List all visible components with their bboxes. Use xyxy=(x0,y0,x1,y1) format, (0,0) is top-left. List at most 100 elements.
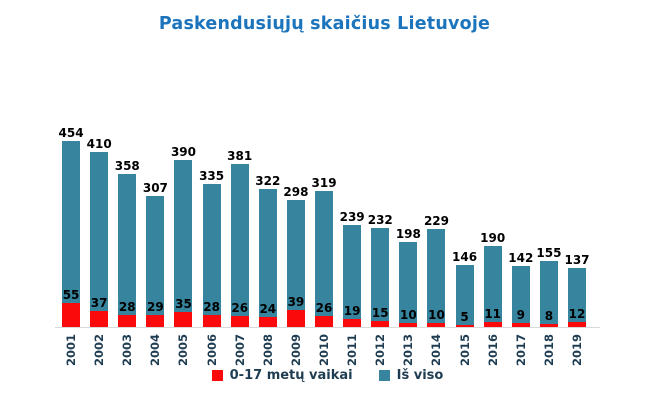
total-value-label: 229 xyxy=(423,214,449,228)
total-value-label: 319 xyxy=(311,176,337,190)
legend-label-children: 0-17 metų vaikai xyxy=(229,368,353,383)
plot-area: 454 55 2001 410 37 2002 358 28 2003 307 29 2004 390 3… xyxy=(57,127,591,366)
total-value-label: 142 xyxy=(508,251,534,265)
total-bar: 10 xyxy=(399,242,418,327)
children-value-label: 12 xyxy=(568,307,586,321)
children-value-label: 8 xyxy=(544,309,554,323)
legend-swatch-teal-icon xyxy=(378,370,390,381)
total-bar: 26 xyxy=(230,164,249,327)
children-bar xyxy=(258,317,277,327)
children-value-label: 35 xyxy=(175,297,192,311)
children-value-label: 55 xyxy=(62,288,80,302)
total-bar: 28 xyxy=(202,184,221,327)
total-bar: 11 xyxy=(483,246,502,327)
children-bar xyxy=(118,315,137,327)
children-bar xyxy=(399,323,418,327)
children-value-label: 5 xyxy=(460,310,469,324)
bar-group-2013: 198 10 2013 xyxy=(394,127,422,366)
axis-year-label: 2005 xyxy=(176,333,191,367)
axis-year-label: 2003 xyxy=(120,333,135,367)
children-value-label: 24 xyxy=(259,302,277,316)
children-value-label: 11 xyxy=(484,307,502,321)
total-bar: 37 xyxy=(90,152,109,327)
children-bar xyxy=(146,315,165,327)
children-bar xyxy=(286,310,305,327)
total-value-label: 190 xyxy=(480,231,506,245)
axis-year-label: 2011 xyxy=(345,333,360,367)
children-bar xyxy=(174,312,193,327)
axis-year-label: 2010 xyxy=(317,333,332,367)
total-value-label: 146 xyxy=(452,250,478,264)
total-bar: 12 xyxy=(568,268,587,327)
total-value-label: 390 xyxy=(170,145,197,159)
children-value-label: 19 xyxy=(343,304,361,318)
bar-group-2006: 335 28 2006 xyxy=(198,127,226,366)
total-value-label: 322 xyxy=(255,174,281,188)
total-value-label: 232 xyxy=(367,213,393,227)
bar-group-2010: 319 26 2010 xyxy=(310,127,338,366)
children-bar xyxy=(371,321,390,327)
total-value-label: 239 xyxy=(339,210,365,224)
total-value-label: 155 xyxy=(536,246,562,260)
total-bar: 55 xyxy=(62,141,81,327)
children-value-label: 10 xyxy=(400,308,417,322)
total-bar: 26 xyxy=(315,191,334,327)
bar-group-2016: 190 11 2016 xyxy=(479,127,507,366)
children-value-label: 28 xyxy=(203,300,220,314)
total-bar: 35 xyxy=(174,160,193,327)
bar-group-2009: 298 39 2009 xyxy=(282,127,310,366)
bar-group-2012: 232 15 2012 xyxy=(366,127,394,366)
children-value-label: 29 xyxy=(147,300,164,314)
children-bar xyxy=(90,311,109,327)
children-bar xyxy=(230,316,249,327)
axis-year-label: 2007 xyxy=(232,333,247,367)
children-value-label: 39 xyxy=(287,295,305,309)
children-value-label: 26 xyxy=(315,301,333,315)
total-value-label: 137 xyxy=(564,253,590,267)
total-bar: 29 xyxy=(146,196,165,327)
children-bar xyxy=(202,315,221,327)
total-value-label: 410 xyxy=(86,137,112,151)
axis-year-label: 2006 xyxy=(204,333,219,367)
children-bar xyxy=(315,316,334,327)
axis-year-label: 2015 xyxy=(457,333,472,367)
total-bar: 24 xyxy=(258,189,277,327)
total-bar: 8 xyxy=(539,261,558,327)
children-bar xyxy=(511,323,530,327)
children-value-label: 9 xyxy=(516,308,525,322)
bar-group-2014: 229 10 2014 xyxy=(422,127,450,366)
children-value-label: 26 xyxy=(231,301,249,315)
total-value-label: 335 xyxy=(199,169,225,183)
total-bar: 5 xyxy=(455,265,474,327)
bar-group-2008: 322 24 2008 xyxy=(254,127,282,366)
children-value-label: 28 xyxy=(118,300,136,314)
children-value-label: 15 xyxy=(371,306,389,320)
axis-year-label: 2016 xyxy=(485,333,500,367)
legend: 0-17 metų vaikai Iš viso xyxy=(55,368,600,383)
bar-group-2018: 155 8 2018 xyxy=(535,127,563,366)
axis-year-label: 2019 xyxy=(570,333,585,367)
children-bar xyxy=(62,303,81,327)
axis-year-label: 2018 xyxy=(541,333,556,367)
total-value-label: 298 xyxy=(283,185,309,199)
total-bar: 15 xyxy=(371,228,390,327)
legend-label-total: Iš viso xyxy=(396,368,444,383)
bar-group-2015: 146 5 2015 xyxy=(451,127,479,366)
legend-swatch-red-icon xyxy=(211,370,223,381)
children-bar xyxy=(455,325,474,327)
total-bar: 19 xyxy=(343,225,362,327)
total-value-label: 381 xyxy=(227,149,253,163)
bar-group-2002: 410 37 2002 xyxy=(85,127,113,366)
children-value-label: 37 xyxy=(90,296,108,310)
bar-group-2019: 137 12 2019 xyxy=(563,127,591,366)
children-bar xyxy=(539,324,558,327)
total-bar: 28 xyxy=(118,174,137,327)
axis-year-label: 2014 xyxy=(429,333,444,367)
axis-year-label: 2002 xyxy=(92,333,107,367)
axis-year-label: 2009 xyxy=(288,333,303,367)
bar-group-2001: 454 55 2001 xyxy=(57,127,85,366)
x-axis-line xyxy=(55,327,600,328)
chart-title: Paskendusiųjų skaičius Lietuvoje xyxy=(158,14,491,34)
bar-group-2017: 142 9 2017 xyxy=(507,127,535,366)
